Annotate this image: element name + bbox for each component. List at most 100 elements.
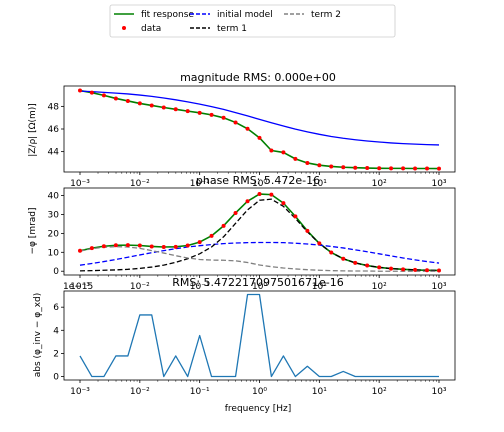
y-tick-label: 40 xyxy=(48,192,60,202)
data-point xyxy=(137,101,142,106)
axes-frame xyxy=(63,290,456,381)
data-point xyxy=(78,88,82,93)
data-point xyxy=(425,166,430,171)
y-tick-label: 46 xyxy=(48,125,60,135)
data-point xyxy=(125,243,130,248)
data-point xyxy=(377,265,382,270)
data-point xyxy=(161,105,166,110)
y-tick-label: 30 xyxy=(48,210,60,220)
legend-item-data: data xyxy=(122,24,161,34)
data-point xyxy=(173,244,178,249)
x-tick-label: 10² xyxy=(372,282,387,292)
series-data xyxy=(78,192,441,273)
x-tick-label: 10⁻¹ xyxy=(190,282,210,292)
data-point xyxy=(389,166,394,171)
data-point xyxy=(269,192,274,197)
legend-item-term-2: term 2 xyxy=(284,10,341,20)
data-point xyxy=(293,156,298,161)
series-line xyxy=(79,293,439,378)
y-tick-label: 4 xyxy=(53,326,59,336)
x-tick-label: 10⁻³ xyxy=(70,179,90,189)
data-point xyxy=(437,268,441,273)
data-point xyxy=(209,112,214,117)
series-fit-response xyxy=(79,193,440,272)
panel-phase: phase RMS: 5.472e-16 −φ [mrad] 0 10 20 30 40… xyxy=(28,174,456,292)
data-point xyxy=(389,266,394,271)
series-fit-response xyxy=(79,89,440,170)
data-point xyxy=(101,93,106,98)
legend-label: data xyxy=(141,24,161,34)
x-tick-label: 10⁻¹ xyxy=(190,387,210,397)
x-tick-label: 10⁰ xyxy=(252,387,267,397)
x-tick-label: 10⁰ xyxy=(252,179,267,189)
data-point xyxy=(341,165,346,170)
panel-residual: RMS: 5.472217097501671e-16 1e−15 abs (φ_… xyxy=(33,276,456,414)
legend-marker xyxy=(122,26,126,30)
panel-magnitude-title: magnitude RMS: 0.000e+00 xyxy=(180,71,336,84)
data-point xyxy=(185,243,190,248)
data-point xyxy=(413,166,418,171)
x-tick-label: 10⁻² xyxy=(130,387,150,397)
y-tick-label: 6 xyxy=(53,303,59,313)
data-point xyxy=(269,148,274,153)
data-point xyxy=(365,166,370,171)
data-point xyxy=(317,241,322,246)
y-tick-label: 2 xyxy=(53,349,59,359)
data-point xyxy=(89,246,94,251)
series-data xyxy=(78,88,441,171)
data-point xyxy=(353,260,358,265)
data-point xyxy=(209,233,214,238)
data-point xyxy=(317,163,322,168)
x-tick-label: 10⁻³ xyxy=(70,282,90,292)
data-point xyxy=(113,96,118,101)
x-tick-label: 10⁻² xyxy=(130,282,150,292)
panel-residual-title: RMS: 5.472217097501671e-16 xyxy=(172,276,344,289)
data-point xyxy=(173,107,178,112)
data-point xyxy=(113,243,118,248)
data-point xyxy=(377,166,382,171)
series-line xyxy=(79,90,440,146)
data-point xyxy=(221,223,226,228)
data-point xyxy=(281,150,286,155)
legend-label: initial model xyxy=(217,10,273,20)
data-point xyxy=(257,135,262,140)
panel-magnitude-ylabel: |Z/ρ| [Ω(m)] xyxy=(28,103,38,157)
y-tick-label: 0 xyxy=(53,373,59,383)
series-line xyxy=(79,245,439,272)
y-tick-label: 44 xyxy=(48,148,60,158)
data-point xyxy=(329,164,334,169)
data-point xyxy=(329,250,334,255)
y-tick-label: 20 xyxy=(48,229,60,239)
data-point xyxy=(293,214,298,219)
series-line xyxy=(79,193,440,272)
x-tick-label: 10⁻² xyxy=(130,179,150,189)
legend-label: term 1 xyxy=(217,24,247,34)
data-point xyxy=(161,245,166,250)
data-point xyxy=(413,267,418,272)
x-tick-label: 10² xyxy=(372,179,387,189)
series-term-1 xyxy=(79,198,440,272)
data-point xyxy=(233,210,238,215)
legend-item-term-1: term 1 xyxy=(190,24,247,34)
x-tick-label: 10⁻¹ xyxy=(190,179,210,189)
x-tick-label: 10³ xyxy=(431,282,446,292)
axes-frame xyxy=(63,187,456,276)
data-point xyxy=(401,267,406,272)
axes-frame xyxy=(63,85,456,173)
series-line xyxy=(79,89,440,170)
series-term-2 xyxy=(79,245,439,272)
x-tick-label: 10³ xyxy=(431,387,446,397)
x-tick-label: 10⁰ xyxy=(252,282,267,292)
legend-frame xyxy=(109,4,396,38)
series-initial-model xyxy=(79,90,440,146)
panel-phase-ylabel: −φ [mrad] xyxy=(28,207,38,254)
series-line xyxy=(79,241,440,266)
data-point xyxy=(101,244,106,249)
data-point xyxy=(245,199,250,204)
x-tick-label: 10¹ xyxy=(312,179,327,189)
series-residual xyxy=(79,293,439,378)
legend: fit response data initial model term 1 term … xyxy=(109,4,396,38)
legend-label: term 2 xyxy=(311,10,341,20)
data-point xyxy=(281,201,286,206)
